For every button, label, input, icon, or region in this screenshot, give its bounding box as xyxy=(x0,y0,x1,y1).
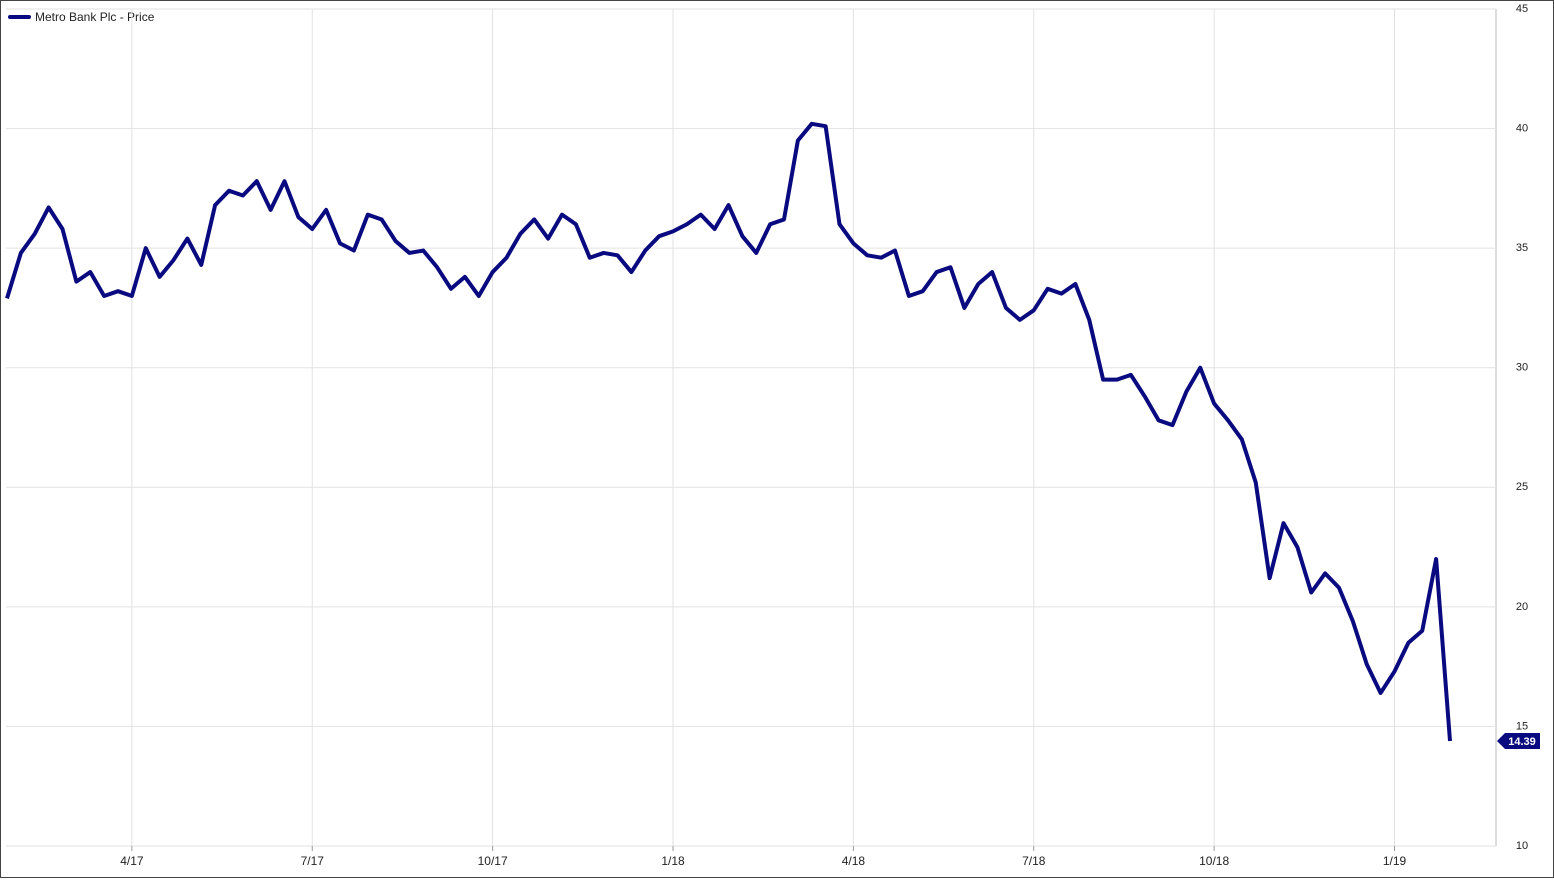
x-tick-label: 1/19 xyxy=(1383,854,1407,868)
y-tick-label: 30 xyxy=(1516,362,1528,374)
y-tick-label: 10 xyxy=(1516,840,1528,852)
y-tick-label: 25 xyxy=(1516,481,1528,493)
y-tick-label: 45 xyxy=(1516,3,1528,15)
x-tick-label: 4/17 xyxy=(120,854,144,868)
x-tick-label: 10/17 xyxy=(478,854,508,868)
y-tick-label: 15 xyxy=(1516,720,1528,732)
x-tick-label: 1/18 xyxy=(661,854,685,868)
x-tick-label: 7/17 xyxy=(301,854,325,868)
x-tick-label: 10/18 xyxy=(1199,854,1229,868)
price-line xyxy=(5,121,1452,742)
y-tick-label: 20 xyxy=(1516,601,1528,613)
legend-label: Metro Bank Plc - Price xyxy=(35,10,155,24)
last-value-label: 14.39 xyxy=(1508,736,1536,748)
y-tick-label: 35 xyxy=(1516,242,1528,254)
x-tick-label: 7/18 xyxy=(1022,854,1046,868)
x-tick-label: 4/18 xyxy=(842,854,866,868)
last-value-badge xyxy=(1497,733,1540,750)
y-tick-label: 40 xyxy=(1516,122,1528,134)
